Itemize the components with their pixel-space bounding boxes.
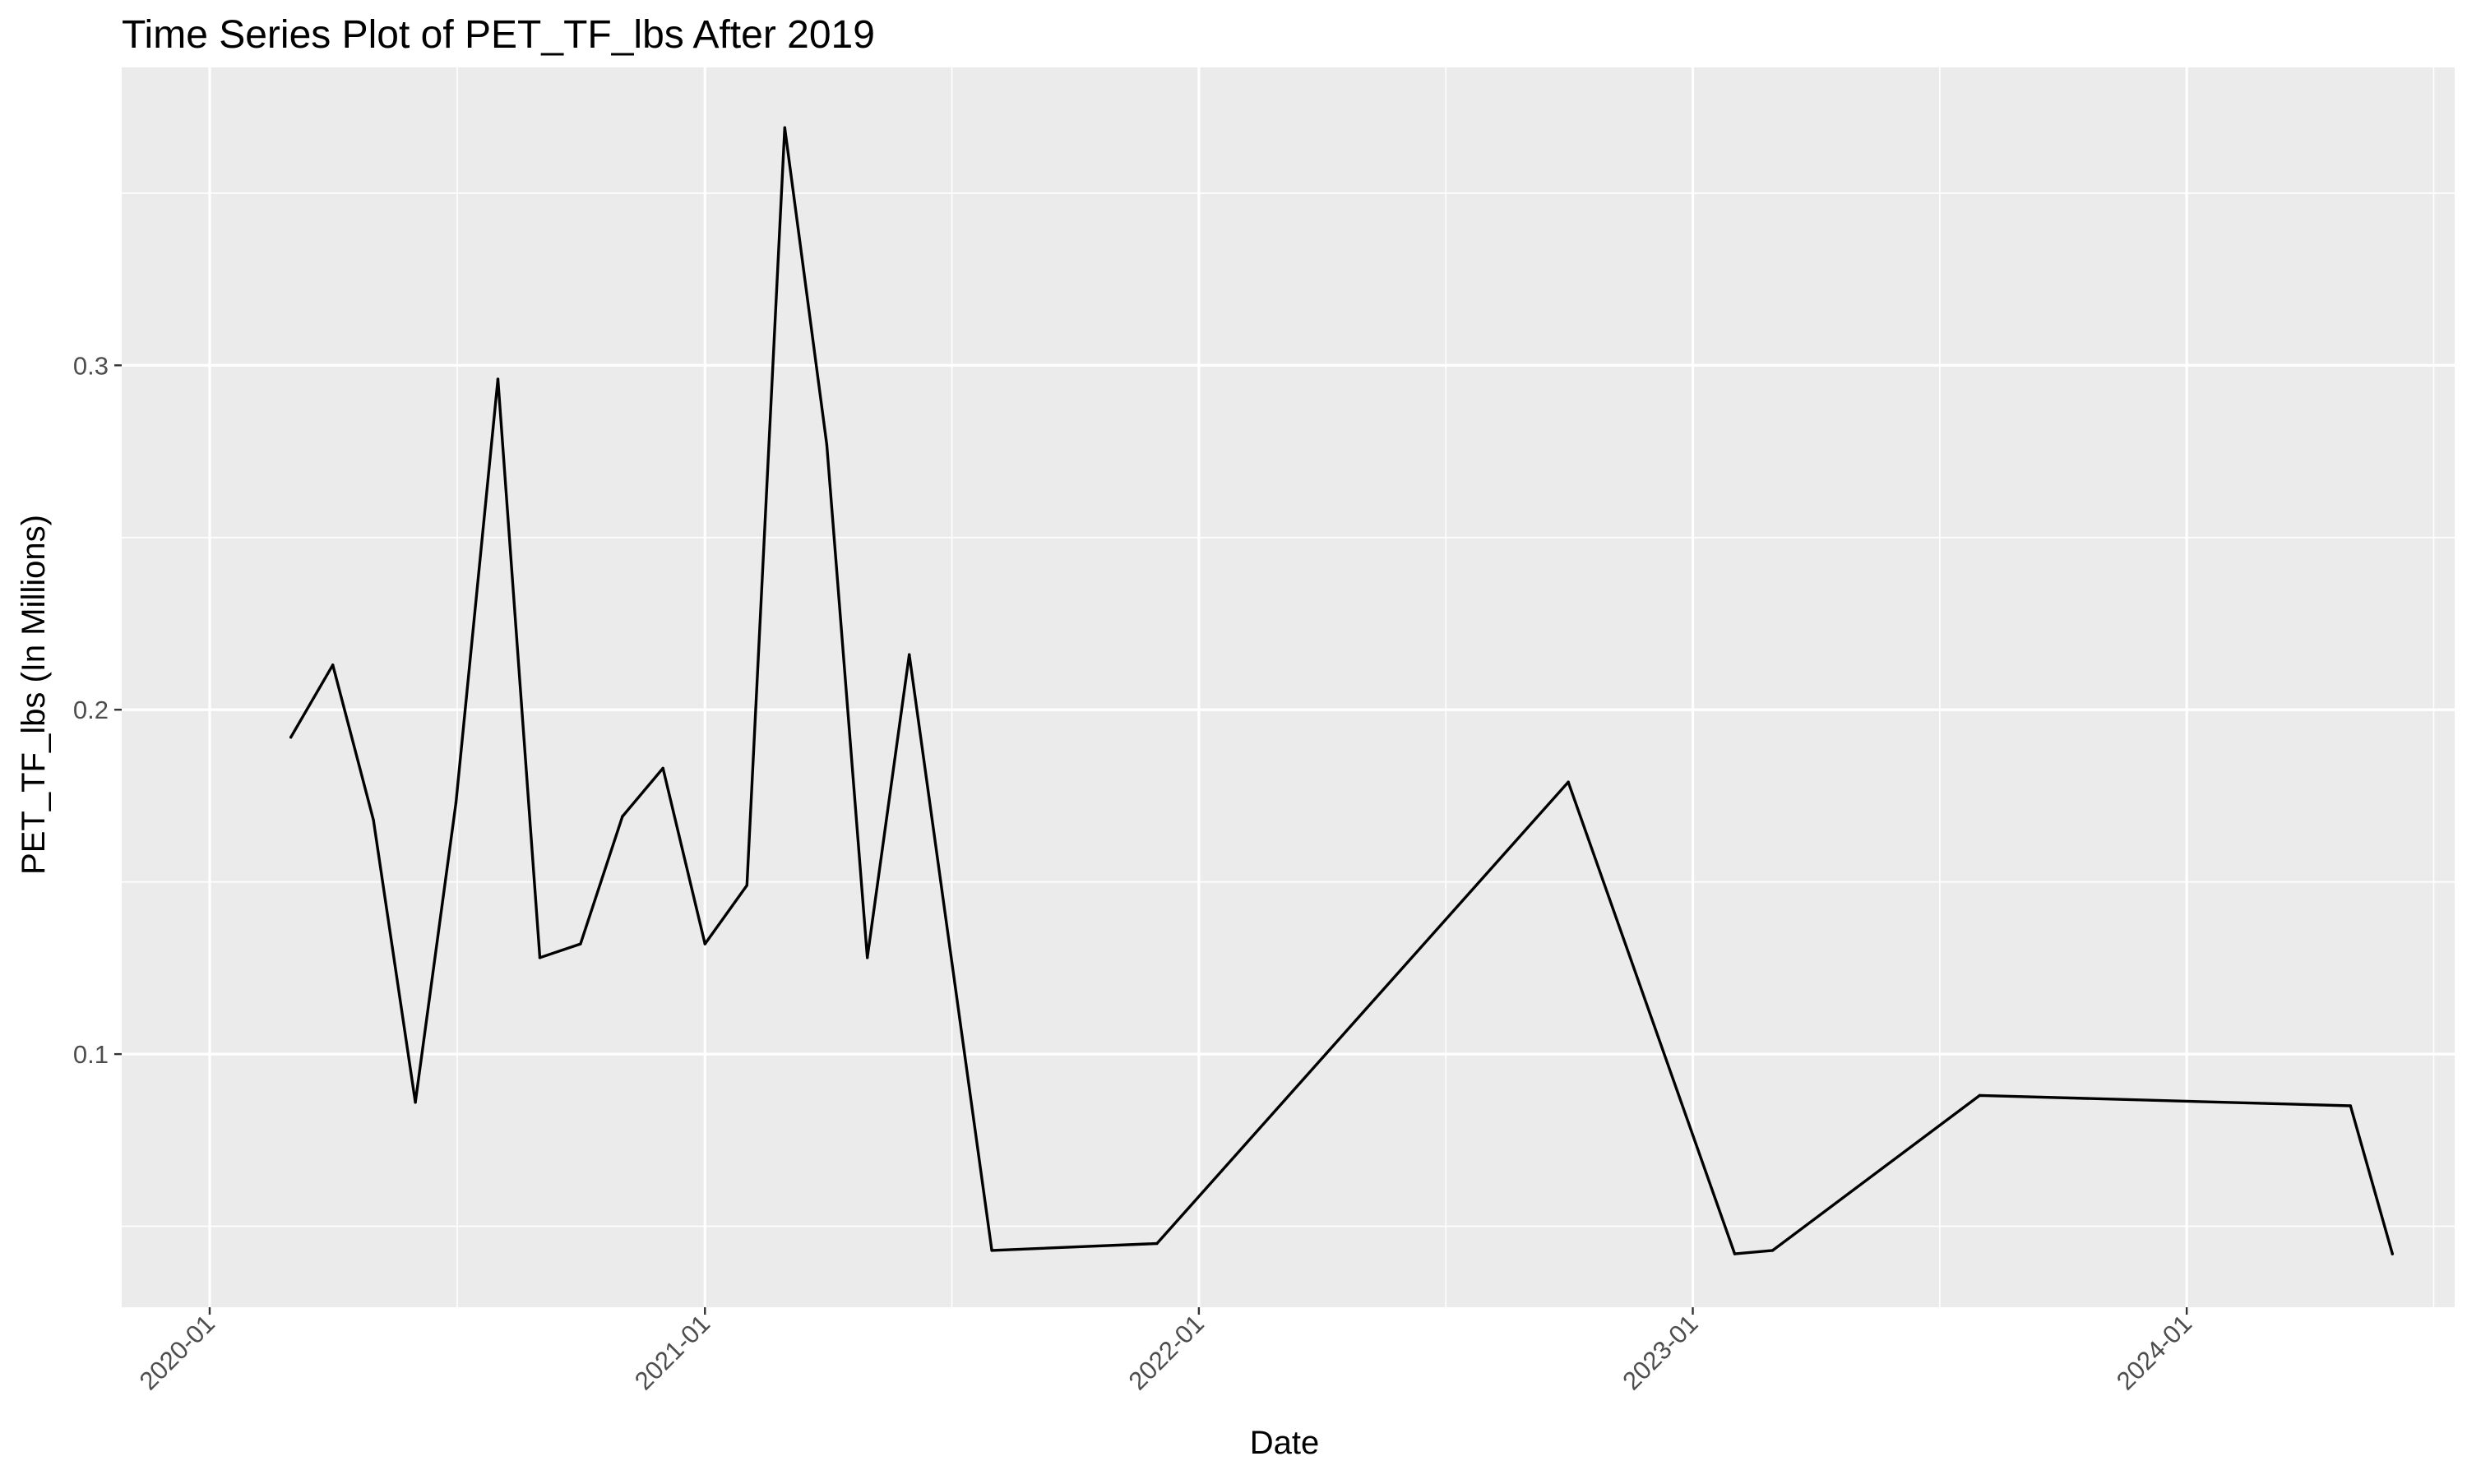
data-point [454,801,458,805]
data-point [538,956,542,959]
major-gridlines [122,67,2455,1307]
y-axis: 0.1 0.2 0.3 [73,351,122,1069]
data-point [1978,1093,1982,1098]
data-point [866,956,869,959]
y-tick-label: 0.3 [73,351,109,380]
data-point [2391,1252,2395,1255]
data-point [908,653,911,656]
data-point [289,736,293,739]
data-point [825,442,829,446]
data-point [579,942,582,945]
data-point [1770,1249,1775,1252]
y-tick-label: 0.2 [73,696,109,724]
data-point [372,818,375,821]
data-point [414,1101,417,1104]
data-point [990,1249,993,1252]
data-point [1733,1252,1737,1255]
y-tick-label: 0.1 [73,1040,109,1069]
data-point [2349,1104,2352,1107]
data-point [661,766,664,770]
chart-title: Time Series Plot of PET_TF_lbs After 201… [122,13,875,57]
plot-panel [122,67,2455,1307]
series-layer [289,126,2395,1255]
data-point [331,663,335,667]
data-point [783,126,787,130]
x-axis-label: Date [1250,1425,1320,1461]
data-point [496,377,500,381]
y-axis-label: PET_TF_lbs (In Millions) [16,515,52,875]
data-point [703,942,706,945]
series-line [289,126,2395,1255]
data-point [1155,1241,1159,1246]
data-point [1567,780,1570,784]
data-point [745,884,748,887]
data-point [621,815,624,818]
